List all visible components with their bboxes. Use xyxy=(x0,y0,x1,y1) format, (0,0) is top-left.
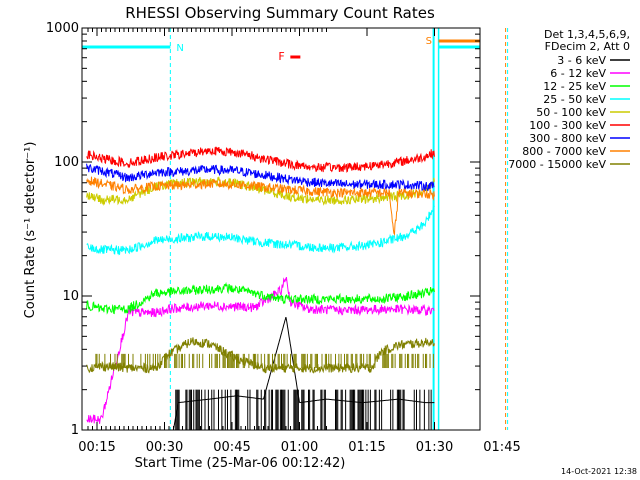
legend-entry-label: 3 - 6 keV xyxy=(557,54,606,67)
series-2 xyxy=(86,281,435,315)
legend-header: FDecim 2, Att 0 xyxy=(545,40,630,53)
legend-entry-label: 12 - 25 keV xyxy=(543,80,606,93)
y-tick-label: 10 xyxy=(62,289,79,304)
legend-header: Det 1,3,4,5,6,9, xyxy=(544,28,630,41)
x-axis-label: Start Time (25-Mar-06 00:12:42) xyxy=(135,456,346,471)
legend-entry-label: 800 - 7000 keV xyxy=(522,145,606,158)
x-tick-label: 00:15 xyxy=(78,440,115,455)
series-line xyxy=(86,316,435,431)
series-line xyxy=(86,176,435,236)
flare-label: F xyxy=(278,50,284,63)
series-line xyxy=(86,163,435,192)
legend-entry-label: 300 - 800 keV xyxy=(529,132,606,145)
legend-entry-label: 6 - 12 keV xyxy=(550,67,606,80)
saa-label: S xyxy=(426,36,432,47)
x-tick-label: 01:30 xyxy=(416,440,453,455)
series-8 xyxy=(86,337,435,374)
x-tick-label: 01:15 xyxy=(348,440,385,455)
series-6 xyxy=(86,163,435,192)
series-7 xyxy=(86,176,435,236)
legend-entry-label: 100 - 300 keV xyxy=(529,119,606,132)
x-tick-label: 01:45 xyxy=(483,440,520,455)
series-line xyxy=(86,146,435,173)
series-line xyxy=(86,337,435,374)
legend: Det 1,3,4,5,6,9,FDecim 2, Att 03 - 6 keV… xyxy=(508,28,630,171)
timestamp: 14-Oct-2021 12:38 xyxy=(561,467,637,476)
legend-entry-label: 7000 - 15000 keV xyxy=(508,158,606,171)
x-tick-label: 00:30 xyxy=(146,440,183,455)
legend-entry-label: 50 - 100 keV xyxy=(536,106,606,119)
y-axis-label: Count Rate (s⁻¹ detector⁻¹) xyxy=(23,142,38,319)
series-0 xyxy=(86,316,435,431)
y-tick-label: 1000 xyxy=(46,21,79,36)
series-line xyxy=(86,203,435,256)
night-label: N xyxy=(176,43,183,54)
series-line xyxy=(86,281,435,315)
y-tick-label: 100 xyxy=(54,155,79,170)
x-tick-label: 01:00 xyxy=(281,440,318,455)
series-3 xyxy=(86,203,435,256)
series-1 xyxy=(86,277,435,424)
series-line xyxy=(86,277,435,424)
chart-title: RHESSI Observing Summary Count Rates xyxy=(125,4,435,22)
x-tick-label: 00:45 xyxy=(213,440,250,455)
legend-entry-label: 25 - 50 keV xyxy=(543,93,606,106)
series-5 xyxy=(86,146,435,173)
y-tick-label: 1 xyxy=(71,423,79,438)
